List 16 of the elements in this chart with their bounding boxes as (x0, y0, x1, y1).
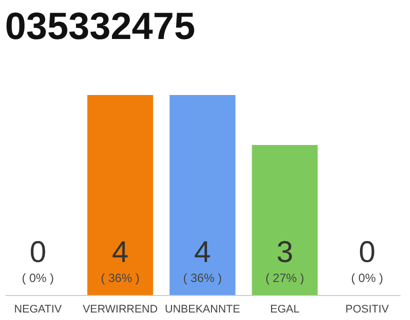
data-label: 0 (30, 236, 46, 269)
data-label: 0 (358, 236, 376, 269)
data-label: 4 (194, 236, 211, 269)
x-tick-label: EGAL (270, 304, 300, 316)
chart-title: 035332475 (5, 6, 196, 48)
annotation: ( 36% ) (100, 271, 140, 285)
data-label: 3 (276, 236, 294, 269)
annotation: ( 0% ) (22, 271, 54, 285)
annotation: ( 27% ) (265, 271, 304, 285)
x-tick-label: VERWIRREND (82, 304, 158, 316)
annotation: ( 36% ) (183, 271, 222, 285)
data-label: 4 (112, 236, 129, 269)
x-tick-label: NEGATIV (14, 304, 62, 316)
annotation: ( 0% ) (351, 271, 384, 285)
x-tick-label: UNBEKANNTE (164, 304, 240, 316)
x-tick-label: POSITIV (345, 304, 390, 316)
